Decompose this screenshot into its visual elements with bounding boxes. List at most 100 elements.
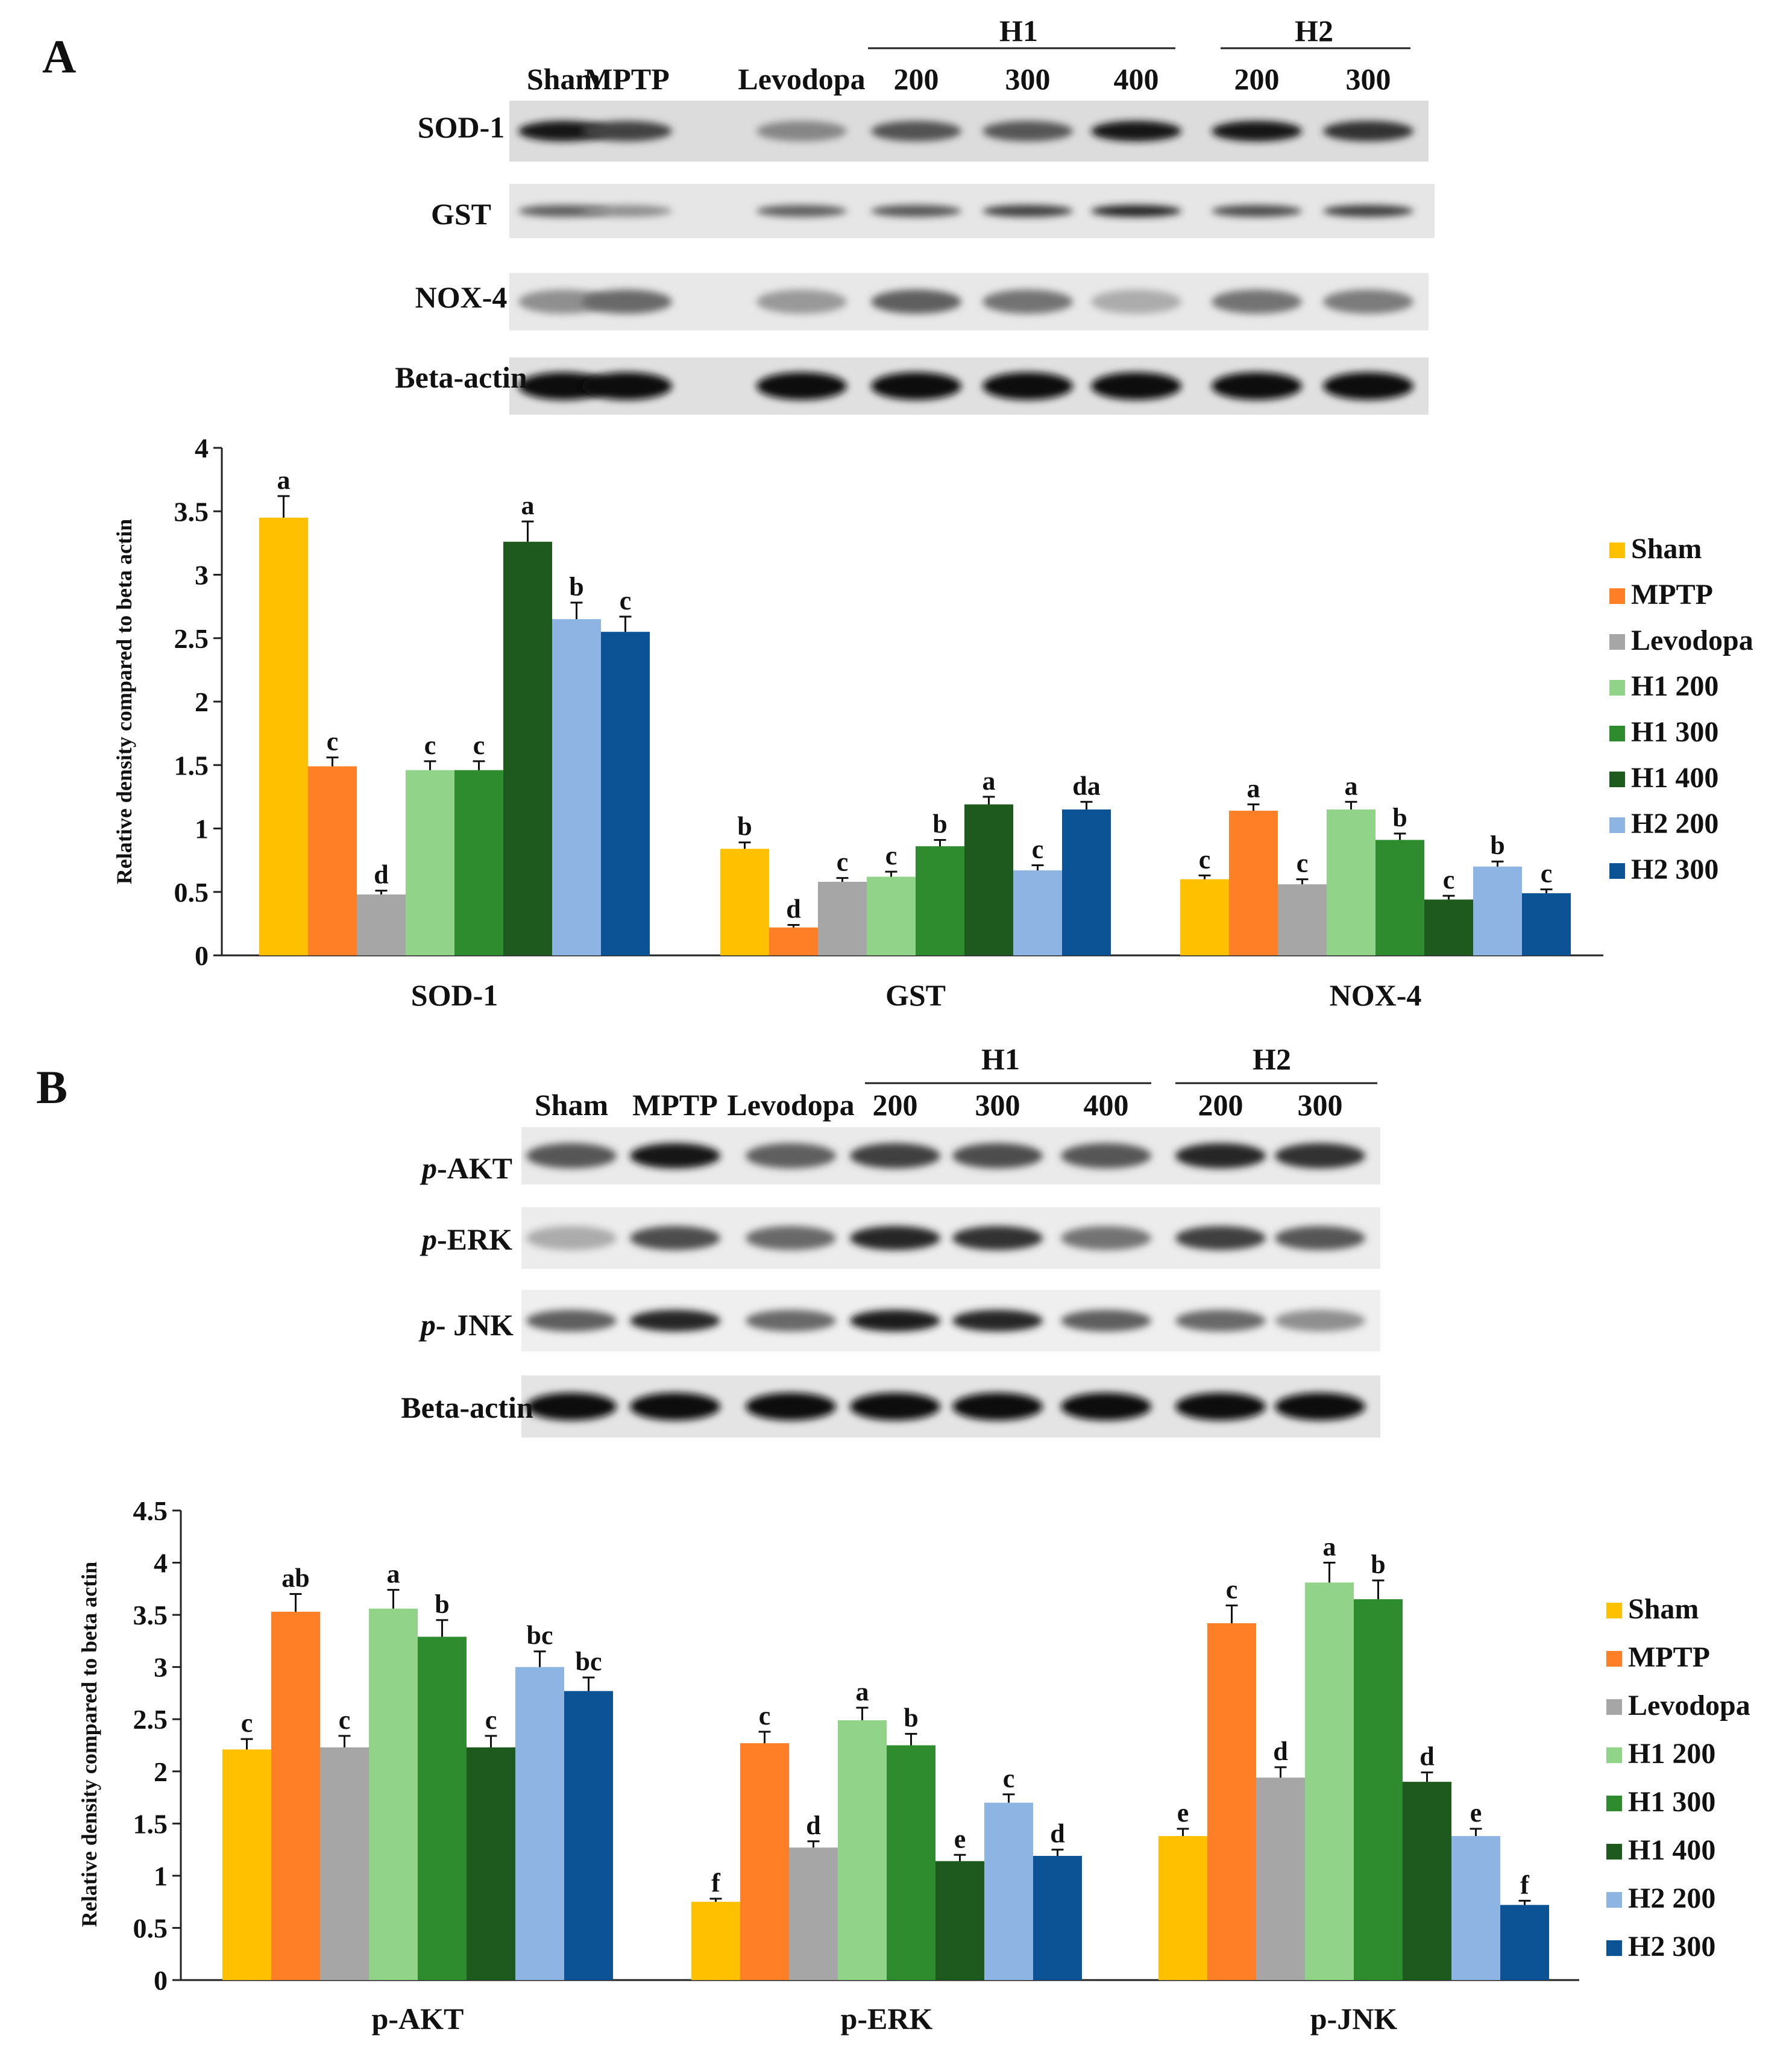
bar (259, 517, 308, 955)
legend-swatch (1606, 1699, 1622, 1715)
blot-band (518, 121, 609, 142)
y-tick-label: 1 (195, 814, 209, 844)
lane-label: 200 (1234, 62, 1280, 96)
blot-band (518, 289, 609, 314)
legend-label: Levodopa (1628, 1690, 1750, 1721)
legend-label: H1 400 (1631, 762, 1718, 794)
y-tick-label: 0.5 (174, 877, 209, 908)
significance-letter: c (339, 1705, 351, 1735)
legend-label: MPTP (1628, 1641, 1710, 1673)
blot-band (582, 372, 672, 400)
bar (418, 1636, 467, 1980)
blot-band (1061, 1226, 1151, 1250)
bar (222, 1749, 271, 1980)
bar (1354, 1599, 1403, 1980)
lane-label: 200 (873, 1088, 918, 1122)
blot-band (746, 1392, 836, 1421)
lane-label: Sham (535, 1088, 608, 1122)
bar (1229, 811, 1278, 955)
category-label: p-JNK (1310, 2002, 1398, 2036)
blot-band (1275, 1143, 1365, 1169)
significance-letter: da (1072, 771, 1100, 800)
group-header-h2: H2 (1253, 1042, 1291, 1076)
significance-letter: d (1419, 1742, 1434, 1772)
blot-band (582, 205, 672, 217)
significance-letter: b (569, 572, 583, 602)
significance-letter: c (1032, 835, 1044, 864)
bar (916, 846, 964, 955)
significance-letter: c (241, 1708, 253, 1738)
lane-label: Levodopa (738, 62, 865, 96)
blot-row-label: p-ERK (420, 1222, 512, 1256)
blot-row-label: Beta-actin (395, 360, 527, 394)
bar (1522, 893, 1571, 955)
lane-label: 300 (975, 1088, 1020, 1122)
blot-band (1091, 372, 1181, 400)
lane-label: Sham (527, 62, 600, 96)
blot-band (746, 1143, 836, 1169)
group-header-h1: H1 (981, 1042, 1020, 1076)
significance-letter: bc (527, 1621, 553, 1650)
bar (1013, 870, 1062, 955)
blot-band (1212, 205, 1302, 217)
legend-swatch (1609, 588, 1625, 604)
y-tick-label: 3.5 (174, 496, 209, 527)
significance-letter: c (473, 731, 485, 760)
blot-band (982, 121, 1073, 142)
bar (789, 1847, 838, 1980)
significance-letter: c (327, 727, 339, 756)
y-tick-label: 2 (154, 1756, 168, 1787)
bar (1403, 1782, 1451, 1980)
category-label: GST (885, 978, 946, 1012)
blot-band (982, 205, 1073, 217)
blot-band (1091, 205, 1181, 217)
y-tick-label: 3 (154, 1652, 168, 1683)
blot-band (526, 1392, 617, 1421)
significance-letter: c (485, 1705, 497, 1735)
blot-band (746, 1310, 836, 1331)
blot-band (1275, 1310, 1365, 1331)
significance-letter: f (711, 1868, 721, 1897)
blot-band (756, 289, 847, 314)
y-tick-label: 2.5 (133, 1704, 168, 1735)
legend-swatch (1609, 680, 1625, 696)
bar (1256, 1778, 1305, 1980)
y-tick-label: 1 (154, 1861, 168, 1891)
bar (1375, 840, 1424, 955)
blot-band (526, 1310, 617, 1331)
bar (818, 881, 867, 955)
y-axis-label: Relative density compared to beta actin (112, 519, 136, 884)
y-tick-label: 1.5 (133, 1808, 168, 1839)
lane-label: 300 (1346, 62, 1391, 96)
legend-label: H1 200 (1628, 1738, 1715, 1770)
legend-label: H2 200 (1631, 808, 1718, 840)
blot-band (746, 1226, 836, 1250)
bar (1033, 1855, 1082, 1980)
legend-label: H2 200 (1628, 1882, 1715, 1914)
y-tick-label: 0.5 (133, 1913, 168, 1943)
group-header-h2: H2 (1295, 14, 1333, 48)
legend-swatch (1606, 1603, 1622, 1618)
category-label: p-ERK (841, 2002, 933, 2036)
blot-band (630, 1143, 720, 1169)
significance-letter: f (1520, 1870, 1530, 1899)
bar (964, 804, 1013, 955)
blot-row-label: SOD-1 (418, 110, 505, 144)
bar (369, 1608, 418, 1980)
category-label: p-AKT (372, 2002, 464, 2036)
panel-letter: B (36, 1061, 68, 1113)
bar (1424, 899, 1473, 955)
legend-label: Levodopa (1631, 624, 1753, 656)
blot-band (1175, 1310, 1266, 1331)
blot-band (582, 289, 672, 314)
legend-label: H1 400 (1628, 1834, 1715, 1866)
blot-row-label: p-AKT (420, 1151, 512, 1185)
blot-band (850, 1392, 940, 1421)
significance-letter: a (856, 1677, 869, 1706)
y-tick-label: 3 (195, 560, 209, 591)
blot-band (1323, 205, 1413, 217)
blot-band (1061, 1143, 1151, 1169)
legend-swatch (1609, 542, 1625, 558)
category-label: NOX-4 (1330, 978, 1422, 1012)
